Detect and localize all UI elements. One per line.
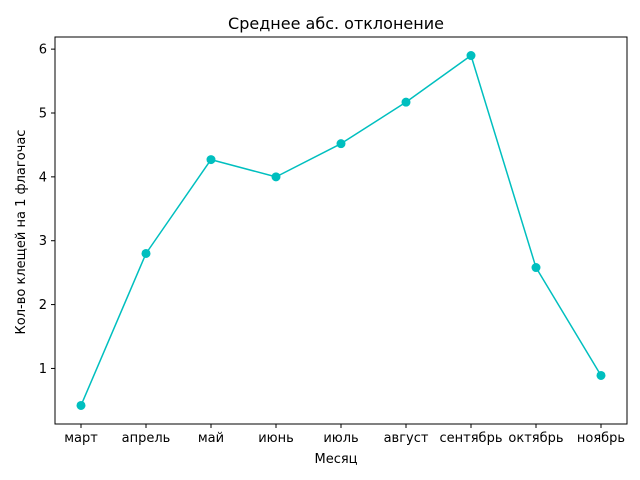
series-line <box>80 54 602 406</box>
y-tick-label: 6 <box>39 43 47 58</box>
x-tick-label: июнь <box>258 431 294 446</box>
data-point <box>401 97 411 107</box>
y-tick-label: 5 <box>39 106 47 121</box>
data-point <box>141 248 151 258</box>
x-tick-label: апрель <box>122 431 171 446</box>
x-tick-label: сентябрь <box>440 431 503 446</box>
x-tick-label: ноябрь <box>577 431 625 446</box>
x-tick-label: август <box>384 431 429 446</box>
y-axis-label: Кол-во клещей на 1 флагочас <box>14 130 29 335</box>
data-point <box>531 263 541 273</box>
y-tick-label: 4 <box>39 170 47 185</box>
x-axis-label: Месяц <box>314 452 357 467</box>
y-tick-label: 3 <box>39 234 47 249</box>
data-point <box>206 155 216 165</box>
data-point <box>466 51 476 61</box>
y-tick-label: 1 <box>39 362 47 377</box>
x-tick-label: март <box>64 431 98 446</box>
data-point <box>596 370 606 380</box>
x-tick-label: июль <box>323 431 358 446</box>
data-point <box>336 139 346 149</box>
data-point <box>271 172 281 182</box>
y-tick-label: 2 <box>39 298 47 313</box>
x-tick-label: октябрь <box>508 431 563 446</box>
data-point <box>76 400 86 410</box>
x-tick-label: май <box>198 431 224 446</box>
plot-frame <box>54 36 628 425</box>
chart-title: Среднее абс. отклонение <box>228 14 444 33</box>
plot-area: март апрель май июнь июль август сентябрь октяб… <box>39 36 628 446</box>
